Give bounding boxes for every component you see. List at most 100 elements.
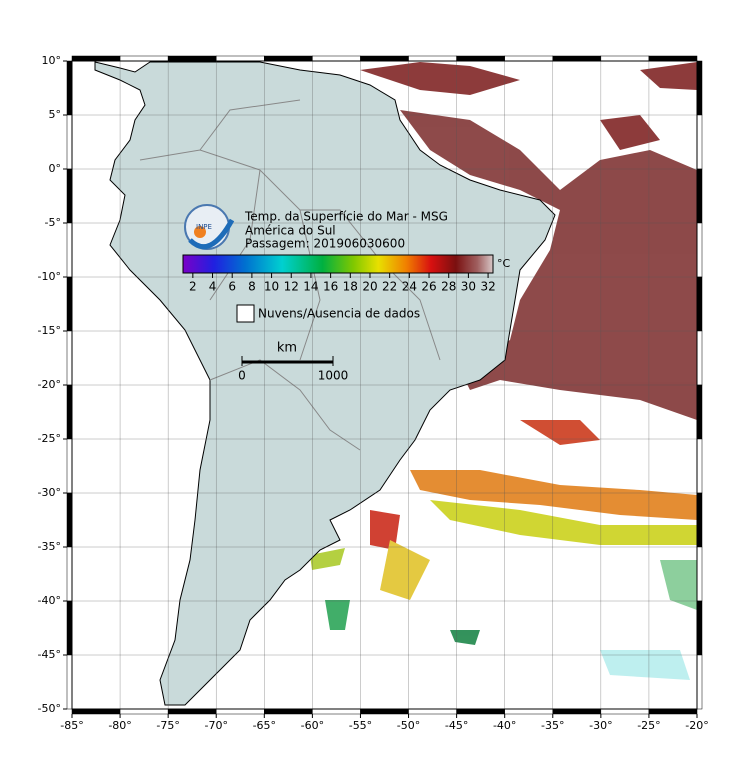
frame-segment: [360, 708, 409, 715]
frame-segment: [696, 654, 703, 710]
lat-tick-label: -25°: [38, 432, 61, 445]
lon-tick-label: -65°: [253, 719, 276, 732]
frame-segment: [552, 55, 602, 62]
frame-segment: [312, 708, 361, 715]
frame-segment: [66, 60, 73, 116]
frame-segment: [648, 708, 698, 715]
legend-label: Nuvens/Ausencia de dados: [258, 307, 420, 321]
frame-segment: [408, 708, 457, 715]
colorbar-tick-label: 28: [441, 280, 456, 294]
frame-segment: [215, 708, 265, 715]
colorbar-tick-label: 24: [402, 280, 417, 294]
colorbar-tick-label: 26: [421, 280, 436, 294]
frame-border: [71, 60, 698, 710]
lat-tick-label: -45°: [38, 648, 61, 661]
lat-tick-label: -35°: [38, 540, 61, 553]
frame-segment: [600, 708, 650, 715]
frame-segment: [504, 708, 554, 715]
frame-segment: [600, 55, 650, 62]
frame-segment: [66, 546, 73, 602]
lat-tick-label: 10°: [42, 54, 62, 67]
frame-segment: [696, 330, 703, 386]
lat-tick-label: -40°: [38, 594, 61, 607]
colorbar-tick-label: 8: [248, 280, 256, 294]
frame-segment: [408, 55, 457, 62]
scale-unit: km: [277, 341, 297, 356]
lon-tick-label: -30°: [589, 719, 612, 732]
map-area: [94, 61, 697, 706]
lon-tick-label: -20°: [685, 719, 708, 732]
frame-segment: [264, 55, 313, 62]
frame-segment: [66, 492, 73, 548]
frame: [63, 55, 703, 718]
logo: INPE: [184, 204, 235, 250]
colorbar-tick-label: 16: [323, 280, 338, 294]
title-line: Passagem: 201906030600: [245, 237, 405, 251]
frame-segment: [696, 384, 703, 440]
scale-end: 1000: [318, 369, 349, 383]
lat-tick-label: -5°: [45, 216, 61, 229]
colorbar-tick-label: 30: [461, 280, 476, 294]
frame-segment: [66, 222, 73, 278]
colorbar-ticks: 2 4 6 8 10 12 14 16 18 20 22 24 26 28 30 32: [189, 273, 496, 294]
title-line: Temp. da Superfície do Mar - MSG: [244, 210, 448, 224]
frame-segment: [696, 276, 703, 332]
lat-tick-label: -30°: [38, 486, 61, 499]
frame-segment: [119, 708, 169, 715]
lon-tick-label: -75°: [156, 719, 179, 732]
frame-segment: [66, 600, 73, 656]
frame-segment: [167, 55, 217, 62]
frame-segment: [167, 708, 217, 715]
colorbar: [182, 254, 494, 274]
frame-segment: [696, 168, 703, 224]
colorbar-tick-label: 10: [264, 280, 279, 294]
lon-tick-label: -25°: [637, 719, 660, 732]
lon-tick-label: -35°: [541, 719, 564, 732]
colorbar-tick-label: 14: [303, 280, 318, 294]
lon-tick-label: -45°: [445, 719, 468, 732]
lon-tick-label: -80°: [108, 719, 131, 732]
frame-segment: [696, 114, 703, 170]
colorbar-tick-label: 22: [382, 280, 397, 294]
frame-segment: [66, 384, 73, 440]
lon-tick-label: -70°: [204, 719, 227, 732]
frame-segment: [696, 438, 703, 494]
lat-tick-label: 5°: [49, 108, 62, 121]
scale-start: 0: [238, 369, 246, 383]
frame-segment: [215, 55, 265, 62]
frame-segment: [66, 168, 73, 224]
lon-tick-label: -55°: [349, 719, 372, 732]
frame-segment: [696, 60, 703, 116]
frame-segment: [360, 55, 409, 62]
frame-segment: [456, 55, 505, 62]
colorbar-unit: °C: [497, 257, 511, 270]
frame-segment: [696, 492, 703, 548]
lat-tick-label: -50°: [38, 702, 61, 715]
frame-segment: [71, 55, 121, 62]
sst-patches: [310, 62, 697, 680]
frame-segment: [504, 55, 554, 62]
frame-segment: [696, 600, 703, 656]
frame-segment: [552, 708, 602, 715]
frame-segment: [66, 276, 73, 332]
colorbar-tick-label: 6: [228, 280, 236, 294]
frame-segment: [66, 114, 73, 170]
legend-swatch: [236, 304, 255, 323]
lon-tick-label: -40°: [493, 719, 516, 732]
frame-segment: [66, 438, 73, 494]
frame-segment: [71, 708, 121, 715]
colorbar-tick-label: 12: [284, 280, 299, 294]
colorbar-tick-label: 4: [209, 280, 217, 294]
borders: [139, 99, 441, 451]
frame-segment: [648, 55, 698, 62]
frame-segment: [66, 654, 73, 710]
frame-segment: [119, 55, 169, 62]
frame-segment: [456, 708, 505, 715]
lat-tick-label: 0°: [49, 162, 62, 175]
colorbar-tick-label: 18: [343, 280, 358, 294]
lon-tick-label: -85°: [60, 719, 83, 732]
lat-tick-label: -10°: [38, 270, 61, 283]
frame-segment: [66, 330, 73, 386]
colorbar-tick-label: 32: [480, 280, 495, 294]
